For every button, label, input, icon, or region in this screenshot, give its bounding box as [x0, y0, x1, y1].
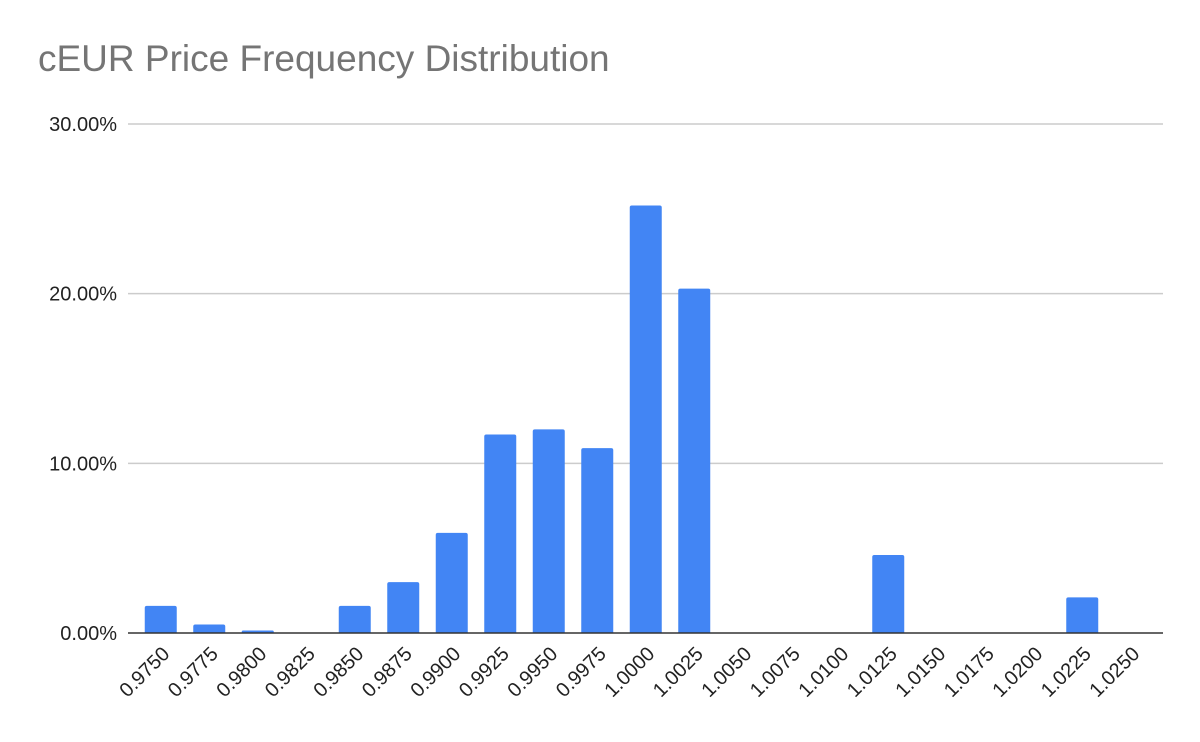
x-tick-label: 0.9825 — [261, 643, 320, 702]
y-tick-label: 30.00% — [49, 114, 117, 136]
y-tick-label: 20.00% — [49, 284, 117, 306]
x-tick-label: 0.9750 — [115, 643, 174, 702]
chart-title: cEUR Price Frequency Distribution — [38, 38, 610, 79]
x-tick-label: 0.9975 — [552, 643, 611, 702]
x-tick-label: 1.0200 — [988, 643, 1047, 702]
bar-0.9950 — [532, 429, 565, 633]
bars — [144, 205, 1099, 633]
x-tick-label: 1.0075 — [746, 643, 805, 702]
y-axis-tick-labels: 0.00% 10.00% 20.00% 30.00% — [49, 114, 117, 645]
x-tick-label: 1.0100 — [794, 643, 853, 702]
bar-0.9975 — [581, 448, 614, 633]
bar-0.9900 — [435, 532, 468, 633]
x-tick-label: 0.9800 — [212, 643, 271, 702]
x-tick-label: 0.9900 — [406, 643, 465, 702]
bar-0.9850 — [338, 605, 371, 633]
bar-0.9750 — [144, 605, 177, 633]
x-tick-label: 0.9925 — [455, 643, 514, 702]
bar-0.9775 — [193, 624, 226, 633]
x-axis-tick-labels: 0.97500.97750.98000.98250.98500.98750.99… — [115, 643, 1144, 702]
bar-1.0225 — [1066, 597, 1099, 633]
x-tick-label: 1.0125 — [843, 643, 902, 702]
bar-1.0025 — [678, 288, 711, 633]
x-tick-label: 0.9775 — [164, 643, 223, 702]
x-tick-label: 0.9950 — [503, 643, 562, 702]
x-tick-label: 1.0225 — [1037, 643, 1096, 702]
x-tick-label: 1.0050 — [697, 643, 756, 702]
y-tick-label: 0.00% — [60, 623, 117, 645]
bar-0.9875 — [387, 582, 420, 633]
x-tick-label: 1.0250 — [1085, 643, 1144, 702]
x-tick-label: 0.9850 — [309, 643, 368, 702]
bar-1.0125 — [872, 554, 905, 633]
y-tick-label: 10.00% — [49, 453, 117, 475]
x-tick-label: 1.0175 — [940, 643, 999, 702]
bar-1.0000 — [629, 205, 662, 633]
bar-0.9925 — [484, 434, 517, 633]
x-tick-label: 0.9875 — [358, 643, 417, 702]
x-tick-label: 1.0150 — [891, 643, 950, 702]
x-tick-label: 1.0000 — [600, 643, 659, 702]
x-tick-label: 1.0025 — [649, 643, 708, 702]
